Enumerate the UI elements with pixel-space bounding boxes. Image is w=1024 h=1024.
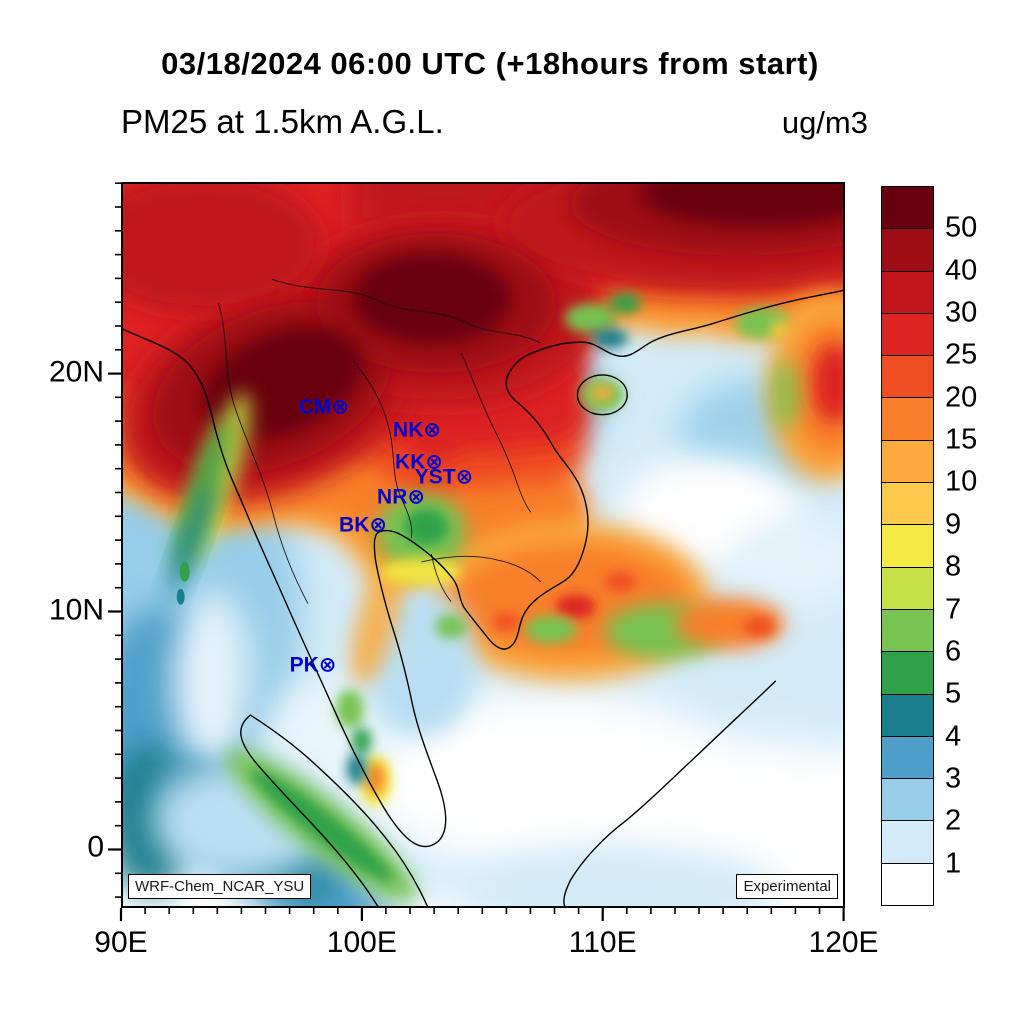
colorbar-label-1: 1 [945,847,962,880]
colorbar-label-10: 10 [945,465,978,498]
x-tick-label-100E: 100E [326,926,397,959]
colorbar-box-6 [882,440,933,484]
colorbar-box-13 [882,736,933,780]
colorbar-box-12 [882,694,933,737]
experimental-badge: Experimental [736,874,838,899]
colorbar-label-3: 3 [945,762,962,795]
colorbar-label-2: 2 [945,804,962,837]
colorbar-box-15 [882,821,933,864]
map-plot-area: CM⊗ NK⊗ KK⊗ YST⊗ NR⊗ BK⊗ PK⊗ WRF-Chem_NCAR_YSU… [121,182,845,908]
colorbar-box-10 [882,609,933,653]
colorbar-label-7: 7 [945,593,962,626]
colorbar-box-3 [882,313,933,357]
variable-title: PM25 at 1.5km A.G.L. [121,103,444,140]
colorbar-box-9 [882,567,933,610]
colorbar-label-8: 8 [945,550,962,583]
x-tick-label-120E: 120E [808,926,879,959]
colorbar-label-5: 5 [945,677,962,710]
colorbar-box-0 [882,187,933,230]
colorbar-label-40: 40 [945,254,978,287]
model-credit-box: WRF-Chem_NCAR_YSU [128,874,312,899]
colorbar-label-20: 20 [945,381,978,414]
colorbar-box-8 [882,525,933,568]
colorbar-label-25: 25 [945,338,978,371]
x-tick-label-90E: 90E [94,926,148,959]
figure-datetime-title: 03/18/2024 06:00 UTC (+18hours from star… [161,46,819,81]
y-tick-label-10N: 10N [48,592,104,626]
colorbar-label-6: 6 [945,635,962,668]
colorbar-box-14 [882,779,933,822]
subtitle-row: PM25 at 1.5km A.G.L. ug/m3 [121,103,868,141]
colorbar-box-5 [882,398,933,441]
x-tick-label-110E: 110E [568,926,637,959]
colorbar-box-7 [882,483,933,526]
colorbar-label-4: 4 [945,720,962,753]
colorbar-box-16 [882,863,933,906]
y-tick-label-20N: 20N [48,354,104,388]
colorbar: 50 40 30 25 20 15 10 9 8 7 6 5 4 3 2 1 [881,186,1024,906]
colorbar-box-2 [882,271,933,314]
colorbar-label-9: 9 [945,508,962,541]
colorbar-box-11 [882,652,933,695]
pm25-contour-field [123,184,843,906]
colorbar-label-30: 30 [945,296,978,329]
colorbar-label-15: 15 [945,423,978,456]
colorbar-box-4 [882,356,933,399]
colorbar-boxes [881,186,934,906]
y-tick-label-0: 0 [87,830,104,864]
colorbar-label-50: 50 [945,211,978,244]
units-label: ug/m3 [781,105,868,140]
colorbar-box-1 [882,229,933,272]
